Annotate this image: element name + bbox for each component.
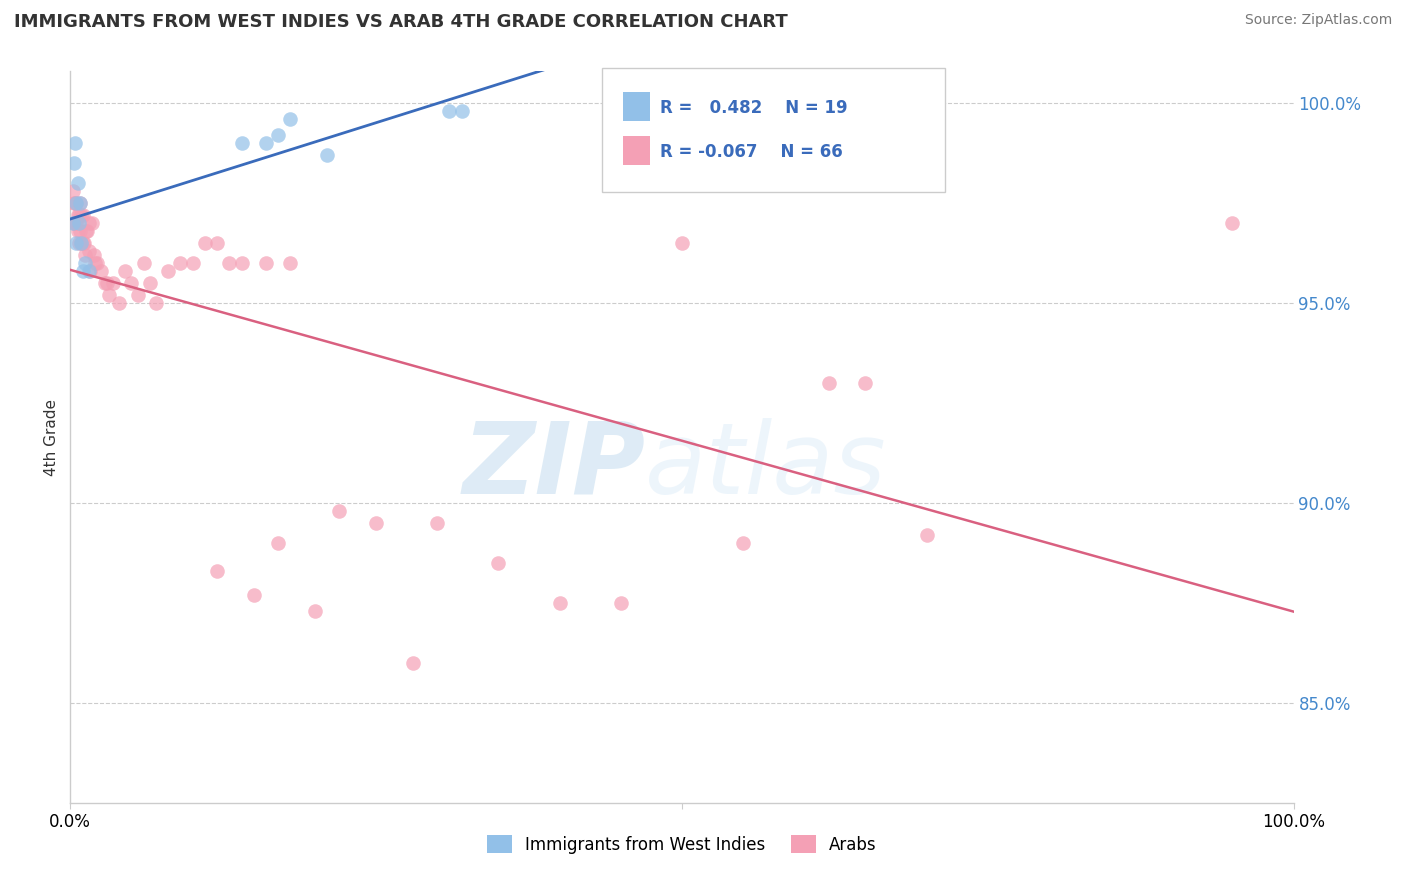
Text: atlas: atlas (645, 417, 887, 515)
Text: R =   0.482    N = 19: R = 0.482 N = 19 (659, 99, 848, 117)
Point (76, 224, 98, 238)
Point (450, 104, 472, 119)
Point (181, 256, 204, 270)
Point (426, 516, 449, 530)
Point (77, 216, 100, 230)
Point (63, 136, 86, 151)
Point (127, 288, 149, 302)
Point (69, 196, 91, 211)
Point (366, 516, 388, 530)
Point (1220, 216, 1243, 230)
Point (610, 596, 633, 610)
Point (205, 564, 228, 578)
Point (280, 256, 302, 270)
Point (86, 256, 108, 270)
Point (67, 236, 90, 251)
Point (90, 264, 112, 278)
Text: R = -0.067    N = 66: R = -0.067 N = 66 (659, 143, 842, 161)
Point (70, 236, 93, 251)
Point (855, 376, 877, 391)
Point (231, 136, 253, 151)
Point (280, 112, 302, 127)
Point (671, 236, 693, 251)
Point (96, 276, 118, 290)
Point (73, 256, 96, 270)
Point (139, 276, 162, 290)
Point (145, 296, 167, 310)
Point (83, 256, 105, 270)
Point (328, 504, 350, 518)
Point (93, 276, 115, 290)
Point (267, 536, 290, 550)
Point (62, 184, 84, 198)
Point (83, 248, 105, 262)
Text: IMMIGRANTS FROM WEST INDIES VS ARAB 4TH GRADE CORRELATION CHART: IMMIGRANTS FROM WEST INDIES VS ARAB 4TH … (14, 13, 787, 31)
Point (65, 196, 87, 211)
Point (63, 216, 86, 230)
Point (77, 264, 100, 278)
Point (548, 596, 571, 610)
Point (72, 236, 94, 251)
Point (65, 236, 87, 251)
Text: ZIP: ZIP (463, 417, 645, 515)
Point (66, 176, 89, 190)
Point (75, 224, 97, 238)
Point (488, 556, 510, 570)
Point (243, 588, 266, 602)
Point (402, 656, 425, 670)
Point (65, 216, 87, 230)
Point (69, 196, 91, 211)
Point (157, 264, 180, 278)
Point (915, 528, 938, 542)
FancyBboxPatch shape (602, 68, 945, 192)
Point (82, 216, 104, 230)
Point (254, 136, 277, 151)
Point (169, 256, 191, 270)
Point (73, 248, 96, 262)
FancyBboxPatch shape (623, 136, 650, 165)
Point (79, 264, 101, 278)
Point (70, 208, 93, 222)
Point (316, 148, 339, 162)
Point (98, 288, 121, 302)
Text: Source: ZipAtlas.com: Source: ZipAtlas.com (1244, 13, 1392, 28)
Legend: Immigrants from West Indies, Arabs: Immigrants from West Indies, Arabs (481, 829, 883, 860)
Point (101, 276, 124, 290)
Point (132, 256, 155, 270)
Point (77, 244, 100, 259)
Point (733, 536, 755, 550)
Point (72, 208, 94, 222)
Point (267, 128, 290, 143)
Point (231, 256, 253, 270)
Point (205, 236, 228, 251)
Point (66, 208, 89, 222)
Point (817, 376, 839, 391)
Point (67, 208, 90, 222)
Point (63, 216, 86, 230)
Point (63, 196, 86, 211)
FancyBboxPatch shape (623, 92, 650, 121)
Point (114, 264, 136, 278)
Point (63, 156, 86, 170)
Point (70, 236, 93, 251)
Point (73, 236, 96, 251)
Point (108, 296, 131, 310)
Point (65, 196, 87, 211)
Point (62, 216, 84, 230)
Point (66, 224, 89, 238)
Point (69, 224, 91, 238)
Point (67, 216, 90, 230)
Point (254, 256, 277, 270)
Y-axis label: 4th Grade: 4th Grade (44, 399, 59, 475)
Point (439, 104, 461, 119)
Point (63, 196, 86, 211)
Point (121, 276, 143, 290)
Point (72, 264, 94, 278)
Point (218, 256, 240, 270)
Point (194, 236, 217, 251)
Point (304, 604, 326, 618)
